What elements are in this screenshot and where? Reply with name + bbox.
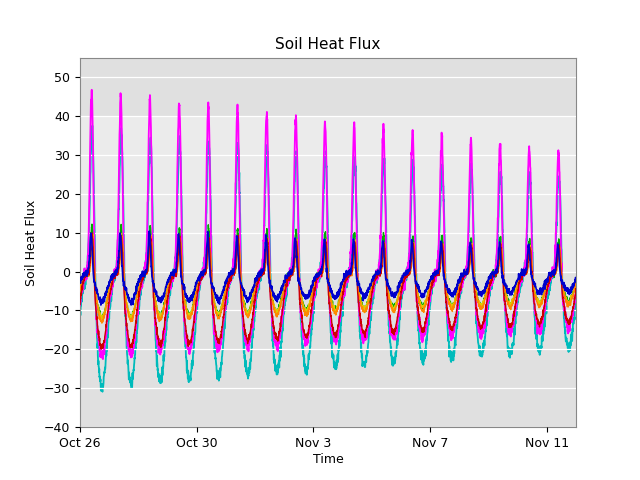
SHF3 — [349, 261, 357, 266]
SHF3 — [572, 280, 580, 286]
Line: SHF5: SHF5 — [80, 231, 576, 305]
Line: SHF_2: SHF_2 — [80, 126, 576, 392]
SHF_1 — [88, 87, 95, 93]
SHF1 — [349, 255, 357, 261]
SHF_2 — [467, 160, 475, 166]
Title: Soil Heat Flux: Soil Heat Flux — [275, 37, 381, 52]
SHF2 — [115, 264, 123, 270]
Y-axis label: Soil Heat Flux: Soil Heat Flux — [26, 199, 38, 286]
SHF2 — [89, 233, 97, 239]
SHF2 — [349, 264, 357, 270]
SHF5 — [467, 249, 475, 254]
SHF5 — [177, 273, 185, 279]
SHF3 — [98, 316, 106, 322]
SHF5 — [76, 279, 84, 285]
SHF1 — [184, 333, 191, 339]
X-axis label: Time: Time — [312, 453, 344, 466]
SHF5 — [115, 248, 123, 254]
SHF3 — [184, 309, 191, 315]
SHF1 — [177, 254, 185, 260]
SHF3 — [467, 245, 475, 251]
SHF_1 — [115, 144, 123, 150]
SHF4 — [177, 251, 185, 256]
SHF3 — [118, 230, 125, 236]
SHF_2 — [177, 172, 185, 178]
SHF2 — [184, 314, 191, 320]
SHF1 — [225, 276, 233, 282]
SHF3 — [177, 244, 185, 250]
SHF5 — [145, 228, 153, 234]
SHF4 — [572, 279, 580, 285]
SHF5 — [349, 240, 357, 246]
SHF1 — [572, 290, 580, 296]
Line: SHF4: SHF4 — [80, 224, 576, 319]
SHF_2 — [572, 300, 580, 305]
SHF5 — [97, 302, 105, 308]
SHF4 — [99, 316, 107, 322]
SHF_2 — [99, 389, 106, 395]
SHF_1 — [184, 340, 191, 346]
SHF_1 — [177, 176, 185, 181]
SHF_1 — [572, 289, 580, 295]
Bar — [80, 116, 576, 272]
SHF_2 — [349, 191, 357, 196]
SHF4 — [467, 238, 475, 243]
SHF4 — [184, 308, 191, 314]
SHF1 — [467, 242, 475, 248]
Line: SHF2: SHF2 — [80, 236, 576, 323]
SHF_1 — [99, 356, 107, 362]
Line: SHF1: SHF1 — [80, 233, 576, 349]
SHF_1 — [225, 278, 233, 284]
SHF_1 — [349, 156, 357, 162]
SHF5 — [572, 278, 580, 284]
SHF_2 — [115, 189, 123, 195]
Line: SHF3: SHF3 — [80, 233, 576, 319]
SHF3 — [76, 285, 84, 291]
SHF1 — [76, 301, 84, 307]
SHF1 — [88, 230, 96, 236]
SHF2 — [98, 320, 106, 326]
SHF1 — [115, 257, 123, 263]
SHF4 — [115, 247, 123, 252]
SHF_1 — [467, 137, 475, 143]
SHF_1 — [76, 302, 84, 308]
SHF3 — [225, 273, 233, 279]
SHF2 — [177, 241, 185, 247]
SHF2 — [572, 281, 580, 287]
SHF4 — [225, 275, 233, 281]
SHF_2 — [88, 123, 96, 129]
SHF5 — [184, 298, 191, 303]
SHF2 — [467, 247, 475, 252]
SHF2 — [225, 277, 233, 283]
SHF4 — [349, 249, 357, 254]
SHF5 — [225, 273, 233, 279]
SHF_2 — [225, 281, 233, 287]
SHF_2 — [76, 315, 84, 321]
SHF4 — [88, 221, 96, 227]
SHF_2 — [184, 371, 191, 376]
SHF2 — [76, 289, 84, 295]
SHF4 — [76, 290, 84, 296]
SHF3 — [115, 261, 123, 266]
Line: SHF_1: SHF_1 — [80, 90, 576, 359]
SHF1 — [98, 346, 106, 352]
